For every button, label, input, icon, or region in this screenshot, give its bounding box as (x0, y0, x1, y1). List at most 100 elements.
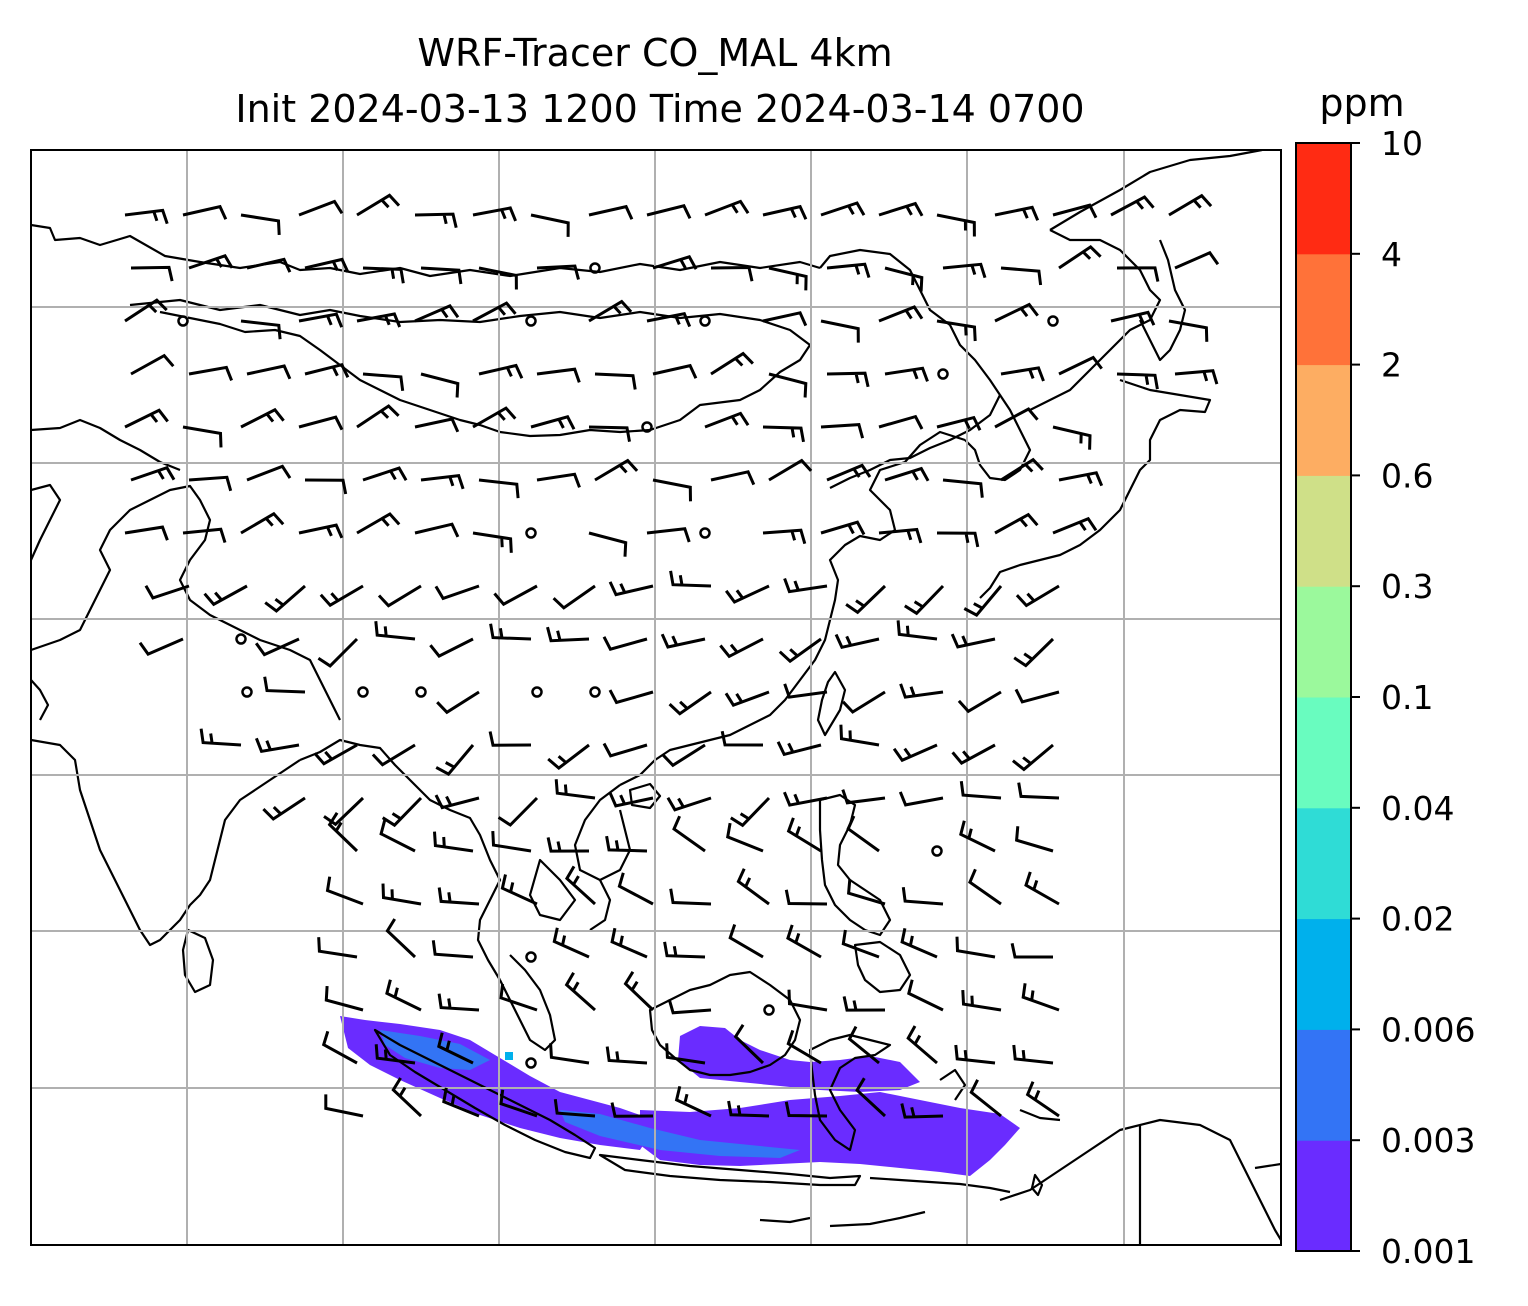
wind-barb (298, 523, 344, 539)
wind-barb (371, 743, 416, 767)
wind-barb (605, 1046, 648, 1065)
wind-barb (381, 796, 423, 828)
wind-barb (1024, 871, 1060, 906)
calm-wind-marker (235, 633, 247, 645)
wind-barb (710, 470, 756, 486)
wind-barb (762, 204, 808, 220)
wind-barb (610, 927, 648, 959)
colorbar: ppm 0.001 0.003 0.006 0.02 0.04 0.1 0.3 0.6 2 4 10 (1295, 81, 1475, 1271)
wind-barb (246, 257, 292, 273)
colorbar-segment (1296, 697, 1351, 809)
colorbar-tick-label: 0.006 (1381, 1010, 1475, 1049)
wind-barb (414, 304, 460, 323)
colorbar-segment (1296, 1140, 1351, 1252)
wind-barb (327, 811, 359, 853)
wind-barb (768, 458, 813, 482)
wind-barb (414, 522, 460, 538)
wind-barb (1168, 193, 1213, 217)
wind-barb (588, 204, 634, 220)
colorbar-tick-label: 0.3 (1381, 567, 1433, 606)
wind-barb (1058, 244, 1102, 270)
wind-barb (588, 425, 631, 442)
colorbar-tick-label: 0.04 (1381, 789, 1454, 828)
colorbar-segment (1296, 586, 1351, 698)
wind-barb (969, 1079, 1002, 1118)
wind-barb (420, 372, 460, 398)
wind-barb (610, 1102, 654, 1118)
wind-barb (669, 888, 712, 906)
wind-barb (733, 1023, 765, 1065)
wind-barb (356, 193, 401, 217)
wind-barb (478, 266, 518, 290)
wind-barb (298, 199, 344, 217)
wind-barb (536, 472, 581, 488)
wind-barb (549, 1043, 590, 1065)
wind-barb (1025, 1081, 1060, 1118)
wind-barb (762, 425, 805, 443)
wind-barb (728, 924, 764, 959)
wind-barb (724, 584, 770, 604)
wind-barb (472, 406, 517, 429)
wind-barb (1015, 826, 1054, 853)
wind-barb (968, 868, 1002, 906)
wind-barb (564, 971, 596, 1012)
wind-barb (783, 683, 828, 699)
map-frame (30, 149, 1282, 1246)
calm-wind-marker (357, 686, 369, 698)
wind-barb (356, 312, 402, 328)
wind-barb (188, 253, 234, 270)
wind-barb (784, 889, 828, 906)
wind-barb (429, 637, 474, 658)
wind-barb (1168, 319, 1209, 342)
colorbar-unit: ppm (1319, 81, 1404, 125)
wind-barb (362, 372, 405, 391)
map-panel (30, 149, 1282, 1246)
wind-barb (536, 367, 581, 383)
wind-barb (263, 676, 306, 694)
wind-barb (719, 637, 764, 659)
wind-barb (834, 633, 880, 650)
wind-barb (144, 584, 190, 600)
wind-barb (762, 311, 808, 327)
wind-barb (936, 319, 977, 342)
wind-barb (936, 213, 976, 237)
wind-barb (667, 998, 712, 1015)
wind-barb (608, 792, 654, 808)
wind-barb (182, 425, 223, 448)
wind-barb (530, 415, 576, 430)
wind-barb (994, 407, 1039, 429)
colorbar-tick-label: 2 (1381, 346, 1402, 385)
wind-barb (1110, 195, 1155, 217)
wind-barb (704, 411, 750, 429)
wind-barb (942, 262, 987, 279)
wind-barb (839, 724, 880, 747)
wind-barb (672, 815, 706, 853)
wind-barb (786, 1029, 822, 1065)
wind-barb (936, 531, 980, 548)
wind-barb (710, 265, 754, 282)
colorbar-segment (1296, 807, 1351, 920)
wind-barb (530, 213, 570, 237)
wind-barb (491, 831, 532, 853)
wind-barb (736, 868, 770, 906)
wind-barb (356, 512, 401, 535)
wind-barb (317, 637, 359, 668)
wind-barb (652, 363, 698, 379)
wind-barb (130, 353, 175, 376)
wind-barb (727, 1100, 770, 1118)
wind-barb (652, 478, 692, 502)
wind-barb (472, 531, 513, 553)
wind-barb (663, 941, 706, 959)
wind-barb (138, 637, 184, 656)
wind-barb (1017, 782, 1060, 800)
wind-barb (605, 835, 648, 853)
wind-barb (262, 796, 306, 821)
wind-barb (892, 743, 938, 763)
wind-barb (855, 1077, 887, 1118)
calm-wind-marker (531, 686, 543, 698)
wind-barb (374, 621, 416, 641)
wind-barb (437, 887, 480, 906)
wind-barb (903, 584, 945, 616)
wind-barb (896, 620, 938, 641)
wind-barb (385, 918, 417, 959)
